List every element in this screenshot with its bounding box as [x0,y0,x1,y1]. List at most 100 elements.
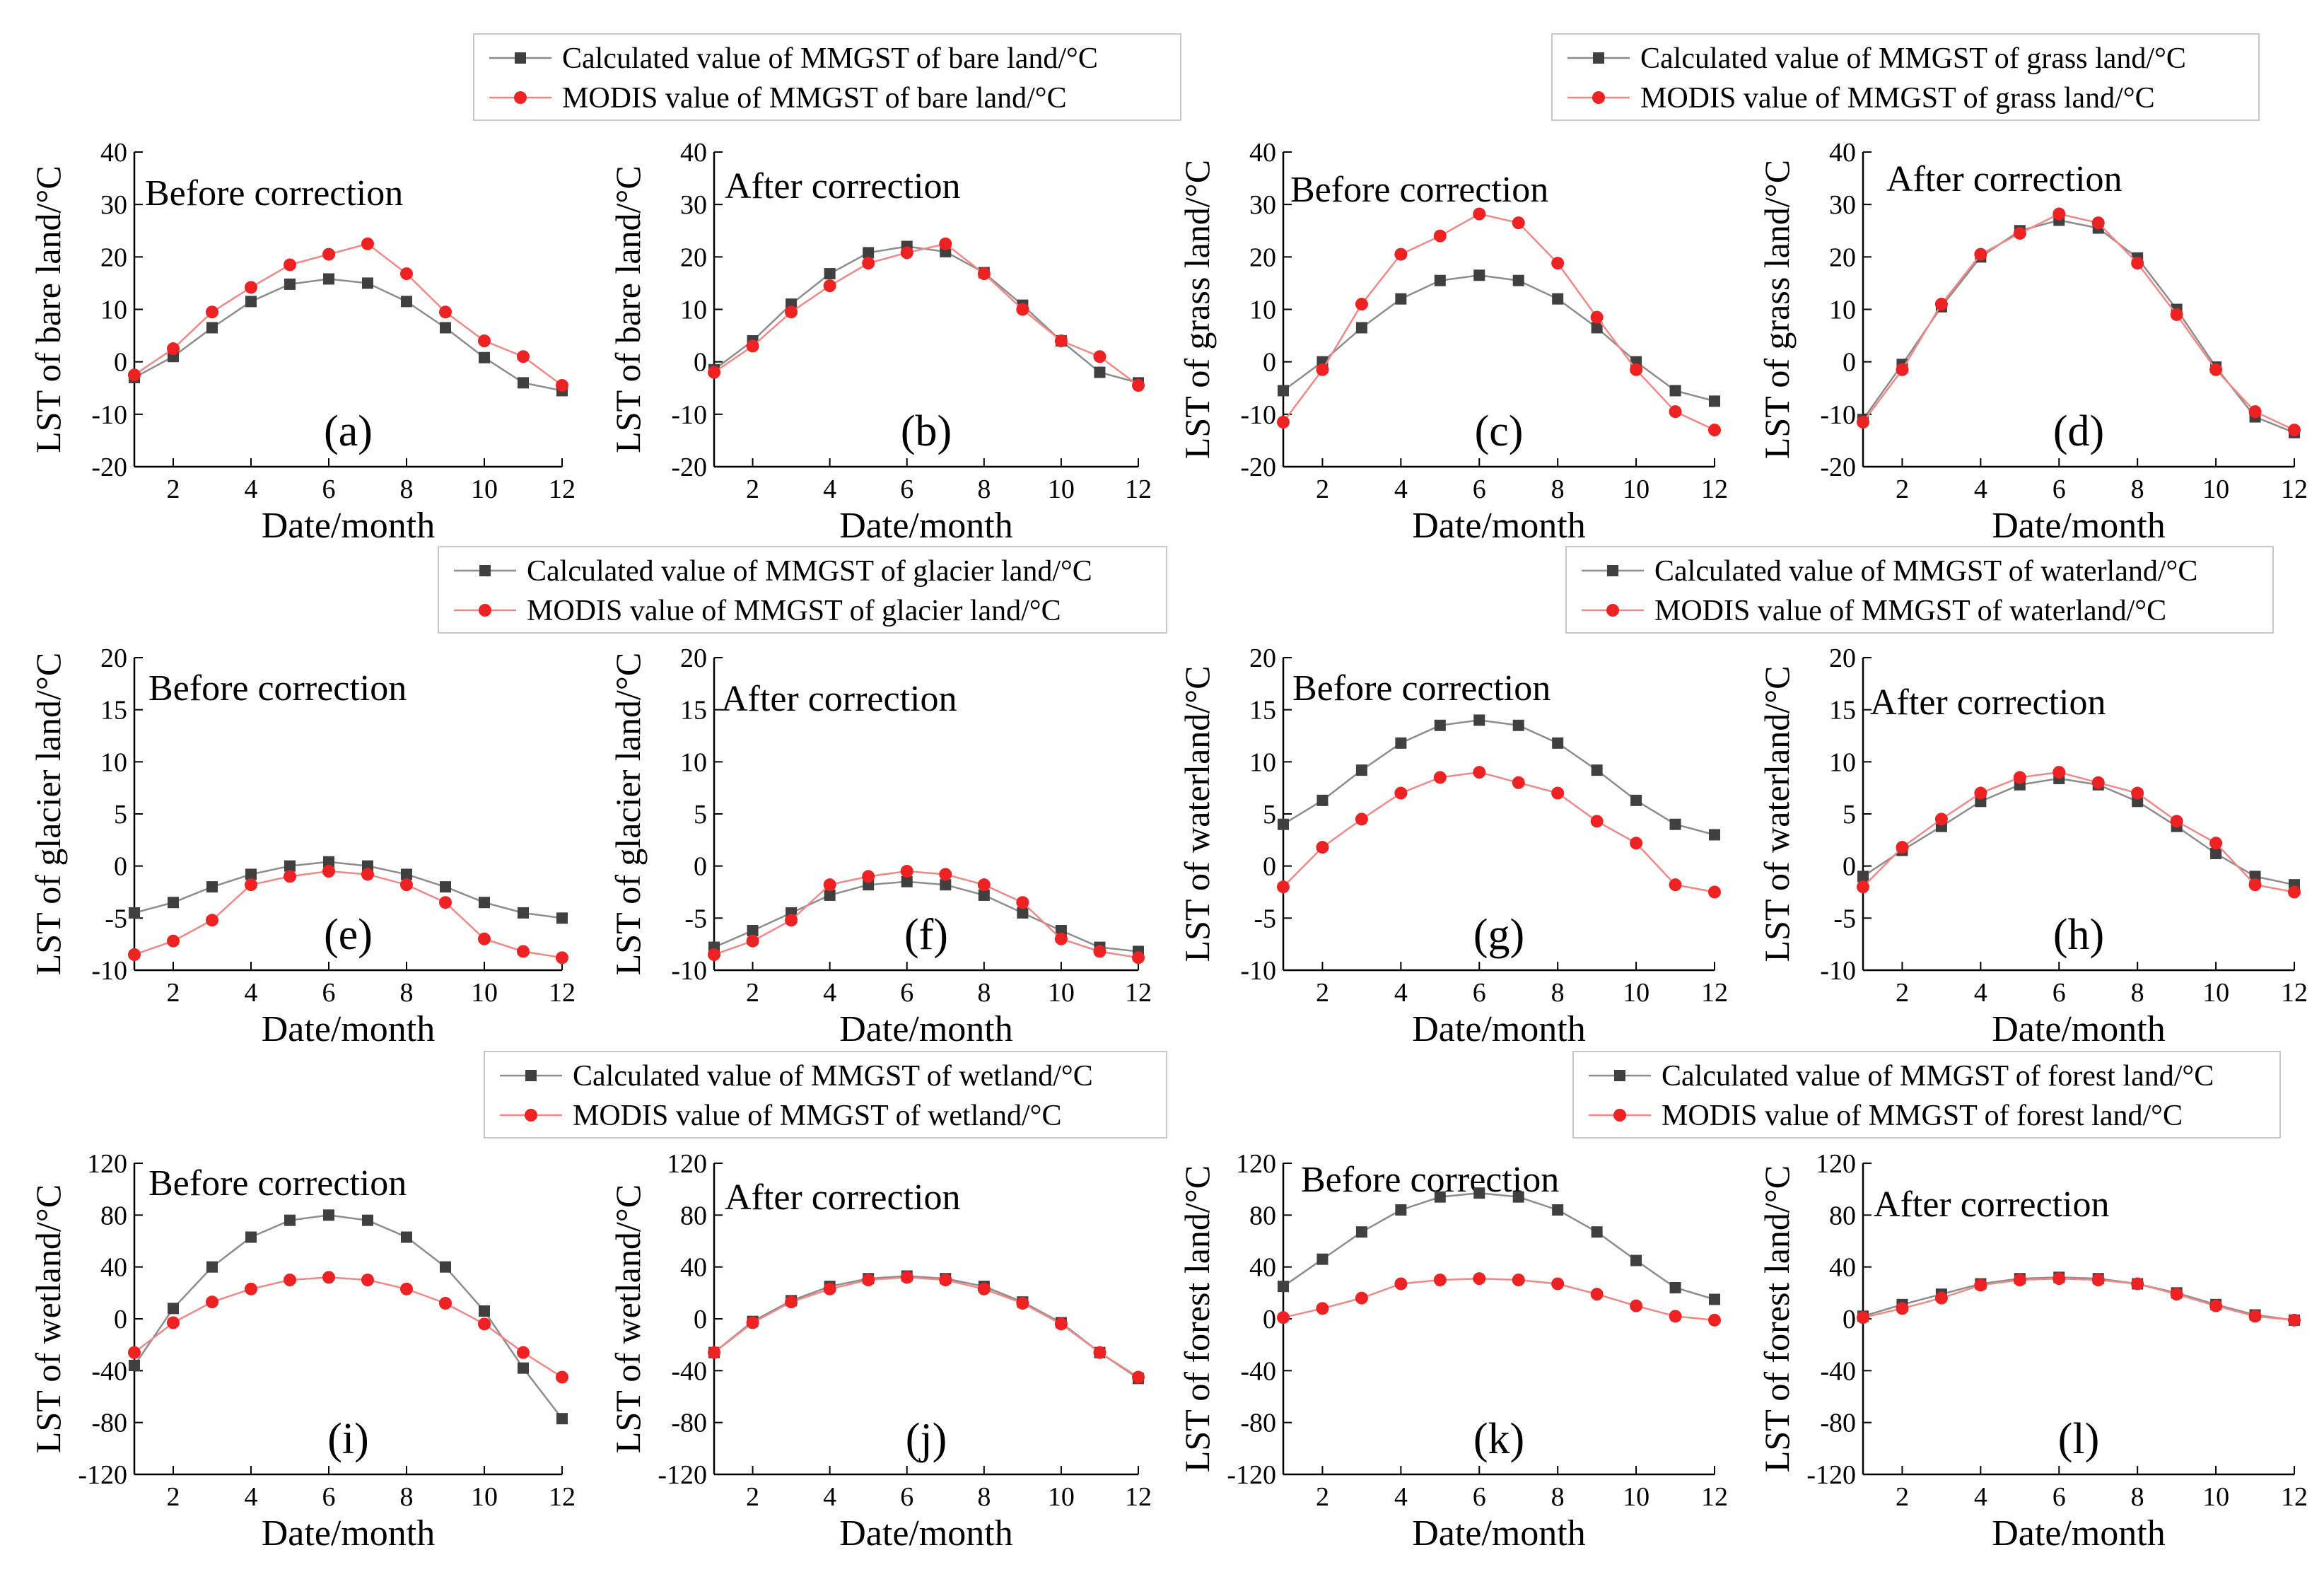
x-axis-label: Date/month [1992,506,2166,546]
data-point-modis [556,951,568,965]
y-tick-label: 15 [680,696,707,726]
data-point-calculated [1355,322,1367,334]
x-tick-label: 10 [2202,1482,2229,1512]
legend-label-calculated: Calculated value of MMGST of bare land/°… [562,42,1098,75]
data-point-modis [1934,1291,1948,1305]
x-axis-label: Date/month [1992,1513,2166,1554]
series-calculated [129,273,568,397]
y-tick-label: 0 [1843,348,1856,378]
data-point-calculated [1591,322,1603,334]
data-point-modis [1857,1311,1869,1324]
x-tick-label: 2 [746,978,759,1008]
data-point-modis [517,945,530,958]
legend-marker-calculated [1614,1070,1625,1081]
data-point-modis [245,281,257,294]
legend-marker-modis [514,91,527,104]
x-tick-label: 12 [2281,978,2308,1008]
y-axis-label: LST of bare land/°C [608,165,648,453]
y-tick-label: -5 [1833,904,1856,933]
data-point-modis [1708,424,1721,437]
y-tick-label: 5 [1263,800,1276,829]
y-tick-label: 20 [100,644,127,673]
y-axis-label: LST of grass land/°C [1757,160,1797,459]
data-point-modis [746,339,759,353]
data-point-modis [1896,841,1909,854]
x-tick-label: 12 [1701,1482,1728,1512]
data-point-modis [1316,363,1329,376]
legend-marker-calculated [479,565,491,576]
y-tick-label: 0 [114,852,127,882]
legend-forest: Calculated value of MMGST of forest land… [1572,1051,2281,1138]
x-axis-label: Date/month [262,506,436,546]
x-tick-label: 6 [900,474,913,504]
series-line [133,1214,563,1419]
y-axis-label: LST of wetland/°C [28,1184,68,1453]
y-tick-label: 0 [114,348,127,378]
data-point-modis [1512,1274,1525,1286]
legend-border [1572,1051,2281,1138]
data-point-calculated [479,351,490,363]
data-point-calculated [1709,395,1720,407]
data-point-modis [2209,1299,2223,1312]
y-tick-label: 0 [114,1305,127,1334]
y-axis-label: LST of forest land/°C [1757,1165,1797,1472]
data-point-calculated [747,925,759,937]
data-point-modis [1551,1277,1565,1291]
x-tick-label: 6 [900,1482,913,1512]
data-point-calculated [362,277,373,289]
data-point-modis [322,865,335,878]
data-point-modis [2131,786,2144,800]
y-tick-label: 20 [1829,644,1856,673]
x-tick-label: 12 [2281,474,2308,504]
data-point-calculated [323,1209,334,1221]
data-point-modis [128,368,141,382]
data-point-modis [400,1282,413,1295]
series-modis [1857,207,2301,437]
x-axis-label: Date/month [1412,1513,1586,1554]
legend-glacier: Calculated value of MMGST of glacier lan… [438,546,1167,634]
data-point-calculated [1512,1191,1524,1203]
data-point-modis [708,366,720,379]
legend-marker-modis [479,604,491,617]
data-point-calculated [1552,737,1564,749]
x-tick-label: 8 [2131,1482,2144,1512]
x-tick-label: 4 [245,978,258,1008]
data-point-calculated [1278,1281,1289,1293]
data-point-modis [167,1316,180,1329]
legend-label-modis: MODIS value of MMGST of grass land/°C [1640,82,2155,115]
panel-letter: (b) [901,407,952,455]
y-tick-label: -80 [91,1409,127,1438]
x-tick-label: 4 [1394,978,1408,1008]
data-point-modis [206,1295,218,1309]
data-point-modis [2131,1277,2144,1291]
data-point-calculated [168,897,179,909]
data-point-calculated [245,296,257,308]
series-line [1283,719,1715,836]
data-point-modis [322,248,335,261]
data-point-modis [1433,771,1447,784]
series-calculated [1278,714,1720,841]
data-point-calculated [129,907,140,919]
y-tick-label: -10 [1240,956,1276,986]
data-point-calculated [824,268,836,280]
data-point-modis [478,334,491,347]
x-axis-label: Date/month [839,1009,1013,1049]
y-tick-label: 120 [667,1149,707,1179]
y-tick-label: -5 [1254,904,1276,933]
data-point-modis [2091,776,2105,789]
panel-letter: (c) [1475,407,1524,455]
data-point-modis [1093,350,1106,363]
data-point-modis [1316,1302,1329,1315]
y-tick-label: 20 [1249,243,1276,272]
data-point-modis [1355,813,1368,826]
data-point-calculated [323,856,334,868]
data-point-modis [1473,766,1486,779]
panel-b: -20 -10 0 10 20 30 40 2 4 6 8 10 12 Date/month LST of … [608,138,1152,546]
y-tick-label: -40 [1240,1356,1276,1386]
data-point-modis [823,279,836,293]
x-tick-label: 4 [1974,474,1987,504]
legend-border [484,1051,1167,1138]
data-point-calculated [245,1231,257,1243]
data-point-calculated [1473,714,1485,726]
y-tick-label: -20 [91,453,127,482]
